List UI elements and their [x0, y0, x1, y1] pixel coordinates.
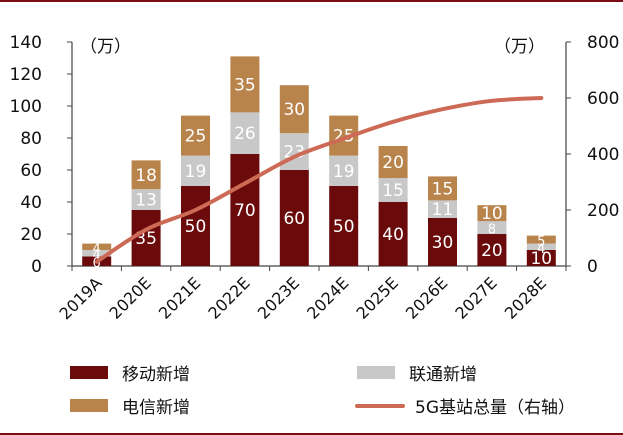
bar-segment: [378, 146, 408, 178]
bar-data-label: 30: [432, 233, 454, 253]
left-tick-label: 20: [20, 225, 42, 245]
legend-label-telecom: 电信新增: [122, 398, 190, 418]
bar-data-label: 13: [135, 191, 157, 211]
right-tick-label: 400: [587, 145, 619, 165]
top-border: [0, 0, 623, 2]
x-tick-label: 2024E: [303, 273, 352, 322]
legend-label-mobile: 移动新增: [122, 365, 190, 385]
bottom-border: [0, 433, 623, 435]
x-tick-label: 2025E: [353, 273, 402, 322]
bar-data-label: 11: [432, 200, 454, 220]
legend-item-telecom: 电信新增: [70, 393, 190, 418]
bar-data-label: 10: [481, 204, 503, 224]
bar-segment: [279, 170, 309, 266]
bar-data-label: 4: [537, 242, 545, 257]
right-tick-label: 200: [587, 201, 619, 221]
bar-data-label: 8: [488, 223, 496, 238]
x-tick-label: 2026E: [402, 273, 451, 322]
bar-segment: [181, 186, 210, 266]
bar-data-label: 19: [333, 162, 355, 182]
x-tick-label: 2021E: [155, 273, 204, 322]
x-tick-label: 2027E: [451, 273, 500, 322]
bar-segment: [230, 154, 260, 266]
left-tick-label: 120: [10, 65, 42, 85]
chart-legend: 移动新增 联通新增 电信新增 5G基站总量（右轴）: [0, 355, 623, 435]
bar-segment: [82, 243, 112, 250]
legend-item-mobile: 移动新增: [70, 360, 190, 385]
x-tick-label: 2019A: [56, 273, 106, 323]
bar-segment: [526, 235, 556, 244]
bar-data-label: 50: [185, 217, 207, 237]
bar-segment: [181, 115, 210, 156]
bar-data-label: 40: [382, 225, 404, 245]
bar-segment: [428, 200, 457, 218]
bar-data-label: 35: [234, 75, 256, 95]
legend-item-unicom: 联通新增: [357, 360, 477, 385]
bar-data-label: 15: [382, 181, 404, 201]
bar-segment: [378, 202, 408, 266]
left-tick-label: 80: [20, 129, 42, 149]
bar-data-label: 26: [234, 124, 256, 144]
bar-segment: [378, 178, 408, 202]
bar-segment: [477, 221, 507, 234]
bar-data-label: 30: [283, 100, 305, 120]
left-axis-unit: （万）: [80, 37, 131, 57]
bar-segment: [230, 112, 260, 154]
bar-segment: [329, 155, 359, 186]
bar-data-label: 50: [333, 217, 355, 237]
right-tick-label: 0: [587, 257, 598, 277]
bar-segment: [477, 205, 507, 222]
bar-data-label: 15: [432, 179, 454, 199]
bar-segment: [230, 56, 260, 113]
bar-data-label: 20: [382, 153, 404, 173]
legend-item-total: 5G基站总量（右轴）: [355, 393, 575, 418]
bar-segment: [131, 160, 161, 190]
bar-segment: [428, 218, 457, 266]
left-tick-label: 0: [31, 257, 42, 277]
legend-label-unicom: 联通新增: [409, 365, 477, 385]
bar-segment: [329, 186, 359, 266]
x-tick-label: 2022E: [204, 273, 253, 322]
bar-segment: [526, 243, 556, 250]
legend-swatch-total: [355, 403, 405, 408]
left-tick-label: 140: [10, 33, 42, 53]
bar-segment: [279, 85, 309, 134]
x-tick-label: 2020E: [106, 273, 155, 322]
left-tick-label: 60: [20, 161, 42, 181]
bar-segment: [131, 210, 161, 266]
bar-data-label: 18: [135, 166, 157, 186]
right-tick-label: 800: [587, 33, 619, 53]
right-axis-unit: （万）: [494, 37, 545, 57]
x-tick-label: 2028E: [501, 273, 550, 322]
legend-swatch-mobile: [70, 366, 108, 379]
bar-data-label: 60: [283, 209, 305, 229]
legend-swatch-telecom: [70, 399, 108, 412]
bar-data-label: 4: [93, 248, 101, 263]
bar-segment: [181, 155, 210, 186]
bar-segment: [131, 189, 161, 210]
x-tick-label: 2023E: [254, 273, 303, 322]
bar-segment: [526, 250, 556, 266]
series-line-total: [94, 96, 544, 264]
legend-label-total: 5G基站总量（右轴）: [415, 398, 575, 418]
bar-data-label: 19: [185, 162, 207, 182]
bar-data-label: 25: [185, 127, 207, 147]
legend-swatch-unicom: [357, 366, 395, 379]
right-tick-label: 600: [587, 89, 619, 109]
bar-data-label: 5: [537, 235, 545, 250]
bar-segment: [477, 234, 507, 266]
bar-data-label: 20: [481, 241, 503, 261]
left-tick-label: 100: [10, 97, 42, 117]
bar-segment: [82, 250, 112, 257]
bar-data-label: 4: [93, 242, 101, 257]
left-tick-label: 40: [20, 193, 42, 213]
bar-data-label: 70: [234, 201, 256, 221]
bar-segment: [428, 176, 457, 201]
bar-data-label: 10: [530, 249, 552, 269]
